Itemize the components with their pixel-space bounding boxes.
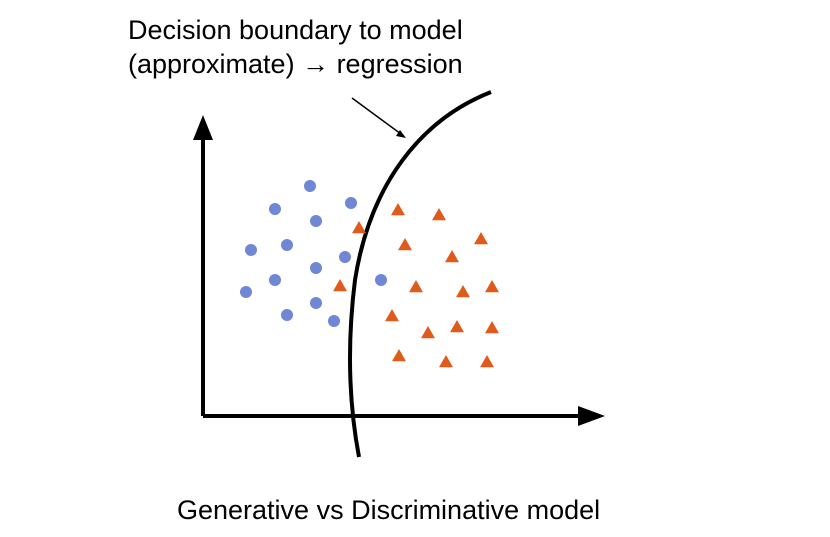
triangle-point — [385, 309, 399, 322]
circle-point — [339, 251, 351, 263]
x-axis-arrowhead — [578, 406, 605, 426]
circle-class-points — [240, 180, 387, 327]
diagram-caption: Generative vs Discriminative model — [177, 495, 601, 525]
triangle-point — [485, 280, 499, 293]
triangle-point — [474, 232, 488, 245]
triangle-point — [485, 321, 499, 334]
circle-point — [310, 297, 322, 309]
triangle-point — [432, 208, 446, 221]
triangle-point — [352, 221, 366, 234]
circle-point — [269, 274, 281, 286]
circle-point — [240, 286, 252, 298]
circle-point — [281, 309, 293, 321]
circle-point — [281, 239, 293, 251]
axes — [193, 115, 605, 426]
annotation-pointer-arrowhead — [396, 130, 406, 138]
y-axis-arrowhead — [193, 115, 213, 140]
triangle-point — [480, 355, 494, 368]
triangle-point — [439, 355, 453, 368]
triangle-point — [398, 238, 412, 251]
triangle-point — [392, 349, 406, 362]
triangle-point — [450, 320, 464, 333]
circle-point — [310, 262, 322, 274]
triangle-point — [445, 250, 459, 263]
circle-point — [304, 180, 316, 192]
decision-boundary-curve — [348, 90, 492, 458]
triangle-point — [456, 285, 470, 298]
circle-point — [345, 197, 357, 209]
triangle-point — [391, 203, 405, 216]
circle-point — [269, 203, 281, 215]
annotation-label-line-1: Decision boundary to model — [128, 15, 463, 45]
triangle-point — [333, 279, 347, 292]
circle-point — [328, 315, 340, 327]
circle-point — [375, 274, 387, 286]
annotation-label-line-2: (approximate) → regression — [128, 49, 463, 79]
circle-point — [310, 215, 322, 227]
triangle-class-points — [333, 203, 499, 368]
circle-point — [245, 244, 257, 256]
annotation-pointer-line — [351, 97, 402, 135]
triangle-point — [421, 326, 435, 339]
triangle-point — [409, 280, 423, 293]
